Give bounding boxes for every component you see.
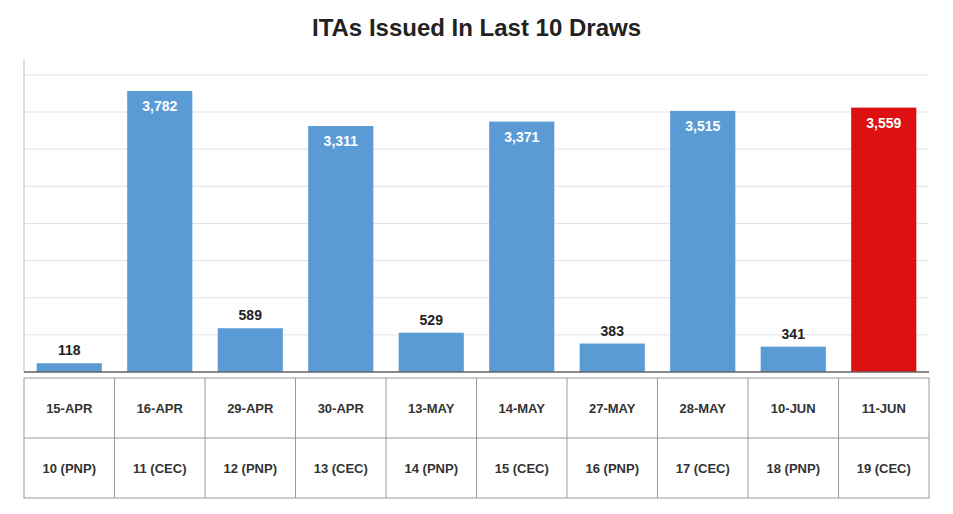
y-axis-line xyxy=(24,60,25,372)
bar xyxy=(580,344,645,372)
x-tick-label: 14 (PNP) xyxy=(405,461,458,476)
data-label: 3,559 xyxy=(866,115,901,131)
x-tick-label: 11-JUN xyxy=(862,401,906,416)
bars xyxy=(37,91,917,372)
table-divider xyxy=(748,378,749,498)
x-tick-label: 10-JUN xyxy=(771,401,816,416)
data-label: 589 xyxy=(239,307,263,323)
x-tick-label: 19 (CEC) xyxy=(857,461,911,476)
x-tick-label: 15-APR xyxy=(46,401,93,416)
x-tick-label: 18 (PNP) xyxy=(767,461,820,476)
data-labels: 118 3,782 589 3,311 529 3,371 383 3,515 341 3,559 xyxy=(58,98,902,358)
grid xyxy=(24,75,929,372)
data-label: 529 xyxy=(420,312,444,328)
data-label: 3,782 xyxy=(142,98,177,114)
x-tick-label: 27-MAY xyxy=(589,401,636,416)
table-border xyxy=(24,378,929,498)
chart-svg: ITAs Issued In Last 10 Draws 118 3,782 589 3… xyxy=(0,0,953,514)
bar xyxy=(37,363,102,372)
table-divider xyxy=(295,378,296,498)
bar xyxy=(308,126,373,372)
bar xyxy=(670,111,735,372)
chart-container: ITAs Issued In Last 10 Draws 118 3,782 589 3… xyxy=(0,0,953,514)
x-tick-label: 15 (CEC) xyxy=(495,461,549,476)
data-label: 341 xyxy=(782,326,806,342)
bar xyxy=(399,333,464,372)
table-divider xyxy=(657,378,658,498)
x-tick-label: 28-MAY xyxy=(680,401,727,416)
data-label: 3,515 xyxy=(685,118,720,134)
chart-title: ITAs Issued In Last 10 Draws xyxy=(312,14,641,41)
table-divider xyxy=(838,378,839,498)
x-tick-label: 12 (PNP) xyxy=(224,461,277,476)
bar xyxy=(489,122,554,372)
x-tick-label: 16 (PNP) xyxy=(586,461,639,476)
data-label: 3,311 xyxy=(324,133,358,149)
bar xyxy=(218,328,283,372)
x-tick-label: 13 (CEC) xyxy=(314,461,368,476)
grid-line xyxy=(24,74,929,75)
category-table: 15-APR 10 (PNP) 16-APR 11 (CEC) 29-APR 12 (PN… xyxy=(24,378,929,498)
data-label: 383 xyxy=(601,323,625,339)
x-tick-label: 11 (CEC) xyxy=(133,461,186,476)
table-divider xyxy=(567,378,568,498)
data-label: 3,371 xyxy=(504,129,539,145)
table-divider xyxy=(114,378,115,498)
bar xyxy=(761,347,826,372)
bar xyxy=(851,108,916,372)
bar xyxy=(127,91,192,372)
page: {"chart_data": {"type": "bar", "title": … xyxy=(0,0,953,514)
grid-line xyxy=(24,372,929,373)
table-divider xyxy=(205,378,206,498)
x-axis-line xyxy=(24,371,929,373)
x-tick-label: 30-APR xyxy=(318,401,365,416)
x-tick-label: 17 (CEC) xyxy=(676,461,730,476)
data-label: 118 xyxy=(58,342,81,358)
x-tick-label: 13-MAY xyxy=(408,401,455,416)
table-divider xyxy=(386,378,387,498)
x-tick-label: 29-APR xyxy=(227,401,274,416)
x-tick-label: 14-MAY xyxy=(499,401,546,416)
x-tick-label: 10 (PNP) xyxy=(43,461,96,476)
table-divider xyxy=(476,378,477,498)
x-tick-label: 16-APR xyxy=(137,401,184,416)
